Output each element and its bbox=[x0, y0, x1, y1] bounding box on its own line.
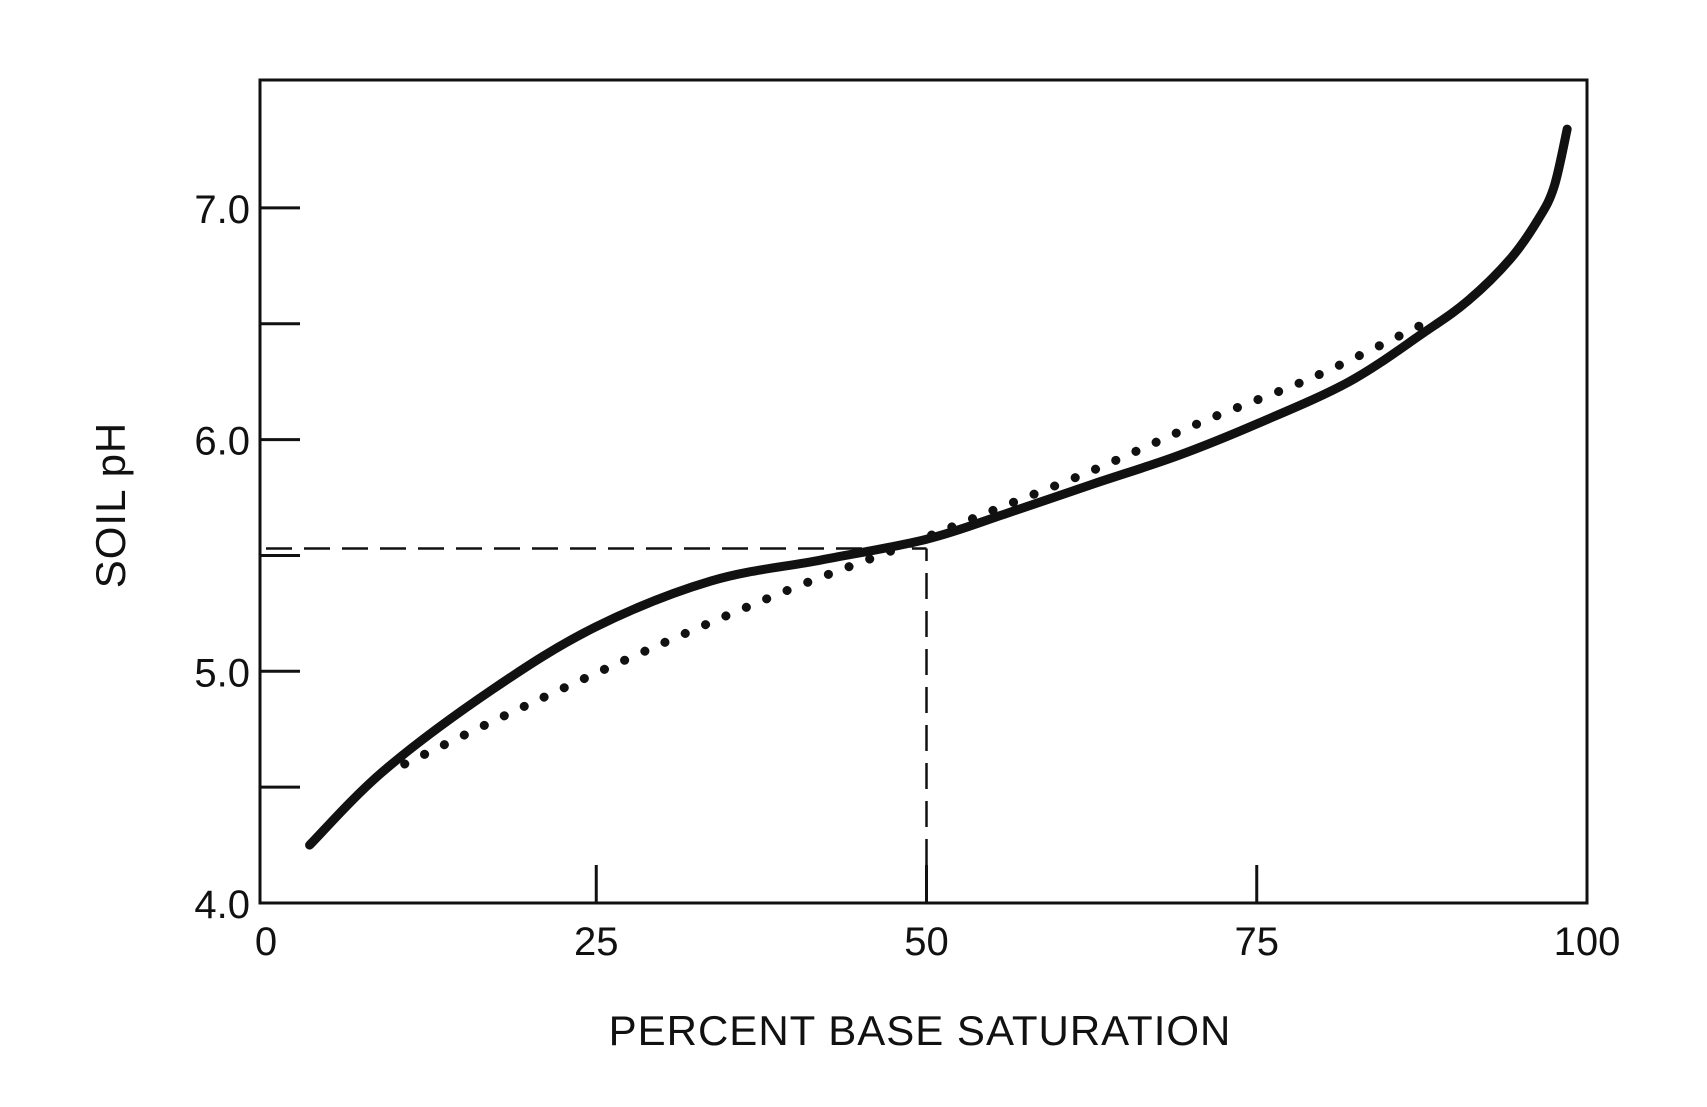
x-tick-label: 25 bbox=[574, 920, 619, 964]
x-tick-label: 75 bbox=[1235, 920, 1280, 964]
y-axis-title: SOIL pH bbox=[87, 422, 134, 589]
axis-ticks: 4.0 5.0 6.0 7.0 0 25 50 75 100 bbox=[194, 188, 1620, 964]
plot-frame bbox=[258, 78, 1589, 905]
y-tick-label: 7.0 bbox=[194, 188, 250, 232]
x-tick-label: 0 bbox=[255, 920, 277, 964]
plot-border bbox=[258, 78, 1589, 905]
x-tick-label: 50 bbox=[904, 920, 949, 964]
x-axis-title: PERCENT BASE SATURATION bbox=[609, 1007, 1232, 1054]
y-tick-label: 6.0 bbox=[194, 420, 250, 464]
x-tick-label: 100 bbox=[1554, 920, 1621, 964]
dotted-curve bbox=[400, 321, 1424, 769]
solid-curve bbox=[305, 124, 1572, 850]
series-layer bbox=[266, 124, 1572, 903]
y-tick-label: 5.0 bbox=[194, 651, 250, 695]
y-tick-label: 4.0 bbox=[194, 883, 250, 927]
